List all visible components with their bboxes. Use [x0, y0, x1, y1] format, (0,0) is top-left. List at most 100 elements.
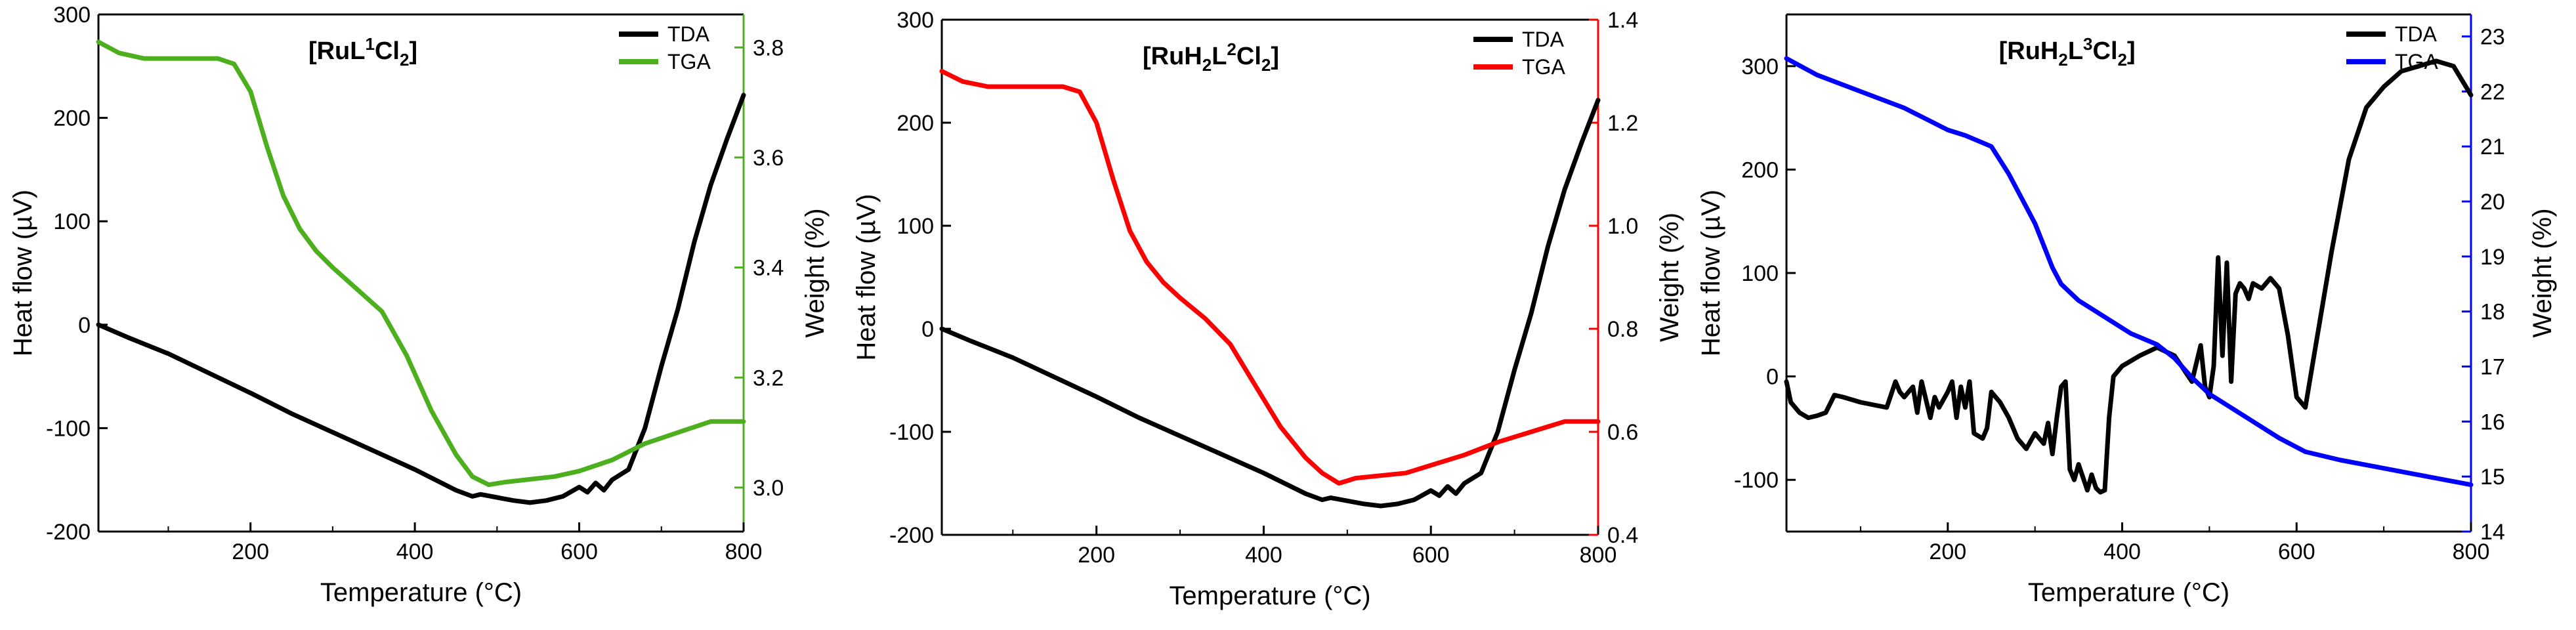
panel-3-right-tick-label-5: 18: [2480, 300, 2505, 325]
panel-2-title-part-7: ]: [1271, 43, 1279, 70]
panel-3-point-tga: [2130, 333, 2132, 334]
panel-2-point-tda: [1447, 486, 1448, 487]
panel-3-right-tick-label-7: 20: [2480, 190, 2505, 215]
panel-2-title: [RuH2L2Cl2]: [1143, 39, 1279, 75]
panel-3-point-tga: [2008, 173, 2010, 175]
panel-1-point-tda: [644, 427, 646, 429]
panel-1-point-tda: [595, 482, 597, 484]
panel-2-x-tick-label-3: 600: [1412, 543, 1450, 568]
panel-2-title-part-4: 2: [1227, 39, 1236, 59]
panel-2-y-tick-label-1: -200: [889, 523, 934, 548]
panel-1-point-tda: [562, 495, 563, 497]
panel-3-y-tick-label-3: 100: [1741, 261, 1779, 286]
panel-3-point-tda: [2305, 407, 2306, 408]
panel-3-point-tda: [1825, 412, 1826, 413]
panel-1-y-tick-label-1: -200: [46, 520, 91, 545]
panel-2-right-tick-label-2: 0.6: [1607, 420, 1638, 445]
panel-3-point-tda: [1834, 394, 1835, 396]
panel-3-point-tda: [2331, 252, 2332, 253]
panel-1-point-tga: [332, 267, 333, 268]
panel-1-point-tga: [143, 58, 144, 59]
panel-2-point-tga: [1581, 421, 1582, 422]
panel-1-y-tick-label-2: -100: [46, 416, 91, 441]
panel-2-y-tick-label-6: 300: [897, 8, 934, 33]
panel-3-point-tda: [1903, 396, 1905, 398]
panel-1-point-tda: [472, 495, 473, 497]
panel-3-point-tga: [1786, 58, 1787, 59]
panel-3-point-tda: [1790, 402, 1792, 403]
panel-2-x-tick-label-4: 800: [1580, 543, 1617, 568]
panel-2-point-tga: [1163, 282, 1164, 283]
panel-1-series-tda: [96, 93, 746, 505]
panel-3-point-tda: [1930, 417, 1931, 419]
panel-3-point-tga: [1947, 129, 1949, 131]
panel-3-legend-label-tda: TDA: [2395, 22, 2438, 46]
panel-1-title: [RuL1Cl2]: [308, 34, 417, 70]
panel-2-point-tda: [1464, 483, 1465, 484]
panel-3-point-tda: [2235, 293, 2236, 294]
panel-1-point-tda: [455, 490, 457, 491]
panel-3-right-axis-label: Weight (%): [2528, 208, 2557, 337]
panel-3-x-tick-label-2: 400: [2103, 539, 2141, 564]
panel-3-point-tda: [2056, 417, 2058, 419]
panel-1-y-tick-label-4: 100: [53, 209, 91, 234]
panel-3-point-tda: [1842, 396, 1844, 398]
panel-3-point-tda: [1807, 417, 1809, 419]
panel-3-point-tga: [2226, 404, 2228, 406]
panel-3-point-tga: [2191, 377, 2193, 378]
panel-1-point-tga: [472, 476, 473, 477]
panel-1-point-tga: [677, 432, 679, 433]
panel-2-point-tda: [1137, 417, 1139, 418]
panel-3-title-part-1: [RuH: [1999, 37, 2059, 65]
panel-3-point-tda: [2065, 381, 2066, 382]
panel-1-legend-label-tga: TGA: [667, 50, 711, 74]
panel-3-x-tick-label-4: 800: [2453, 539, 2490, 564]
panel-1-y-tick-label-6: 300: [53, 3, 91, 28]
panel-1-x-tick-label-4: 800: [725, 539, 763, 564]
panel-3-point-tda: [1951, 381, 1953, 382]
panel-1-x-tick-label-2: 400: [396, 539, 434, 564]
panel-2-point-tga: [1305, 457, 1306, 458]
panel-1-title-part-4: 2: [400, 50, 409, 70]
panel-1-point-tda: [513, 500, 514, 501]
panel-1-point-tda: [727, 138, 728, 139]
panel-3-point-tda: [2069, 469, 2071, 470]
panel-3-series-tda: [1784, 58, 2474, 495]
panel-3-right-tick-label-9: 22: [2480, 79, 2505, 104]
panel-1-point-tga: [488, 484, 490, 486]
panel-3-point-tda: [2226, 262, 2228, 263]
panel-1-right-tick-label-3: 3.4: [753, 256, 784, 281]
panel-3-point-tga: [2252, 421, 2254, 422]
panel-3-point-tga: [2052, 267, 2053, 268]
panel-1-point-tga: [167, 58, 169, 59]
panel-3-point-tda: [2252, 283, 2254, 284]
panel-3-point-tga: [1991, 146, 1992, 147]
panel-3-x-tick-label-3: 600: [2278, 539, 2315, 564]
panel-1-right-tick-label-4: 3.6: [753, 146, 784, 171]
panel-3-point-tda: [1964, 407, 1966, 408]
panel-2-point-tga: [1179, 297, 1181, 299]
panel-2-point-tda: [1330, 497, 1331, 498]
panel-1-point-tga: [266, 146, 268, 147]
panel-1-point-tda: [373, 450, 374, 452]
panel-3-point-tga: [1964, 135, 1966, 136]
panel-1-point-tga: [431, 410, 432, 411]
panel-3-point-tda: [1886, 407, 1888, 408]
panel-3-x-axis-label: Temperature (°C): [2028, 578, 2229, 607]
panel-2-point-tda: [1380, 505, 1382, 507]
panel-2-point-tda: [1263, 472, 1264, 474]
panel-3-point-tda: [2244, 288, 2245, 289]
panel-1-right-tick-label-2: 3.2: [753, 366, 784, 390]
panel-1-x-axis-label: Temperature (°C): [320, 578, 522, 607]
panel-2-series-tda: [939, 98, 1601, 509]
panel-3-point-tda: [1786, 381, 1787, 382]
panel-3-point-tda: [2017, 438, 2018, 439]
panel-1-y-axis-label: Heat flow (µV): [9, 190, 37, 356]
panel-2-point-tda: [1221, 454, 1223, 455]
panel-1-point-tda: [98, 324, 99, 326]
panel-3-y-axis-label: Heat flow (µV): [1697, 190, 1725, 356]
panel-2-title-part-3: L: [1212, 43, 1227, 70]
panel-3-point-tda: [2470, 94, 2472, 96]
panel-3-point-tga: [2427, 476, 2428, 477]
panel-3-right-tick-label-1: 14: [2480, 520, 2505, 545]
